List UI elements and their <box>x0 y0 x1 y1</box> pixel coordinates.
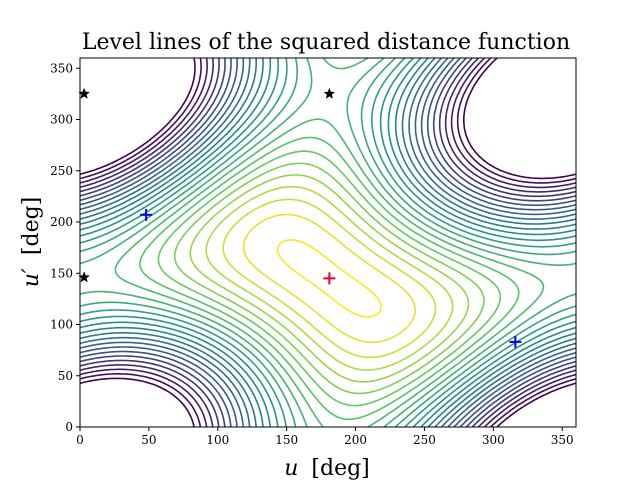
contour-level <box>80 58 576 427</box>
y-axis-ticks: 0 50 100 150 200 250 300 350 <box>50 61 80 434</box>
x-tick-label: 300 <box>482 433 505 447</box>
y-tick-label: 300 <box>50 113 73 127</box>
contour-level <box>189 174 470 383</box>
chart-title: Level lines of the squared distance func… <box>82 30 570 55</box>
y-tick-label: 250 <box>50 164 73 178</box>
y-axis-label-unit: [deg] <box>19 197 44 255</box>
contour-level <box>173 162 485 395</box>
y-axis-label: u′ [deg] <box>19 197 44 288</box>
plot-frame <box>79 57 577 428</box>
contour-level <box>205 185 454 371</box>
x-axis-label-unit: [deg] <box>311 456 369 480</box>
contour-level <box>80 58 576 427</box>
x-axis-label-var: u <box>284 456 298 480</box>
contour-level <box>157 150 502 407</box>
y-tick-label: 200 <box>50 215 73 229</box>
x-tick-label: 250 <box>413 433 436 447</box>
y-tick-label: 100 <box>50 318 73 332</box>
contour-level <box>80 58 576 427</box>
contour-lines <box>80 58 576 427</box>
y-tick-label: 350 <box>50 61 73 75</box>
x-axis-label: u [deg] <box>284 456 370 480</box>
x-tick-label: 200 <box>344 433 367 447</box>
minimum-marker <box>323 272 336 285</box>
extremum-marker <box>140 208 153 221</box>
contour-level <box>242 213 416 343</box>
contour-level <box>80 58 576 427</box>
y-tick-label: 0 <box>65 420 73 434</box>
contour-level <box>80 58 576 427</box>
contour-level <box>80 58 576 427</box>
contour-level <box>80 58 576 427</box>
contour-level <box>80 58 576 427</box>
contour-level <box>222 198 437 359</box>
contour-level <box>114 58 545 427</box>
y-axis-label-var: u′ <box>19 268 44 287</box>
contour-level <box>80 58 576 427</box>
extremum-marker <box>509 335 522 348</box>
markers <box>78 87 522 348</box>
x-axis-ticks: 0 50 100 150 200 250 300 350 <box>76 427 574 447</box>
x-tick-label: 150 <box>275 433 298 447</box>
contour-level <box>80 58 576 427</box>
x-tick-label: 350 <box>551 433 574 447</box>
contour-level <box>80 58 576 427</box>
contour-level <box>139 136 520 421</box>
contour-level <box>80 58 576 427</box>
x-tick-label: 100 <box>206 433 229 447</box>
y-tick-label: 150 <box>50 266 73 280</box>
contour-level <box>80 58 576 427</box>
saddle-marker <box>323 87 336 99</box>
contour-level <box>276 239 382 318</box>
y-tick-label: 50 <box>58 369 73 383</box>
contour-level <box>80 58 576 427</box>
contour-level <box>80 58 576 427</box>
contour-level <box>80 58 576 427</box>
x-tick-label: 50 <box>141 433 156 447</box>
x-tick-label: 0 <box>76 433 84 447</box>
contour-level <box>80 58 576 427</box>
